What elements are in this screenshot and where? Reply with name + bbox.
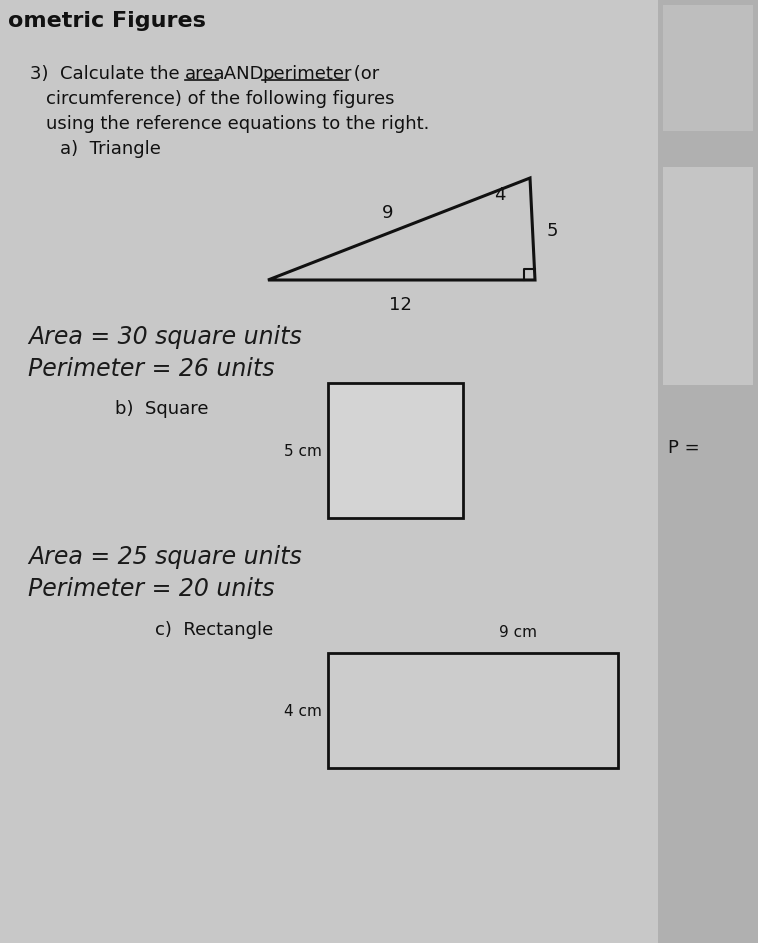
Bar — [658, 0, 758, 943]
Text: Perimeter = 20 units: Perimeter = 20 units — [28, 577, 274, 601]
Text: 5: 5 — [547, 222, 558, 240]
Text: Area = 30 square units: Area = 30 square units — [28, 325, 302, 349]
Bar — [663, 167, 753, 385]
Text: 4: 4 — [494, 186, 506, 204]
Text: 3)  Calculate the: 3) Calculate the — [30, 65, 186, 83]
Text: Area = 25 square units: Area = 25 square units — [28, 545, 302, 569]
Text: b)  Square: b) Square — [115, 400, 208, 418]
Text: a)  Triangle: a) Triangle — [60, 140, 161, 158]
Text: AND: AND — [218, 65, 269, 83]
Text: 5 cm: 5 cm — [284, 443, 322, 458]
Text: 12: 12 — [389, 296, 412, 314]
Text: P =: P = — [668, 439, 700, 457]
Text: c)  Rectangle: c) Rectangle — [155, 621, 273, 639]
Text: circumference) of the following figures: circumference) of the following figures — [46, 90, 394, 108]
Text: using the reference equations to the right.: using the reference equations to the rig… — [46, 115, 429, 133]
Text: 4 cm: 4 cm — [284, 703, 322, 719]
Bar — [328, 383, 463, 518]
Text: perimeter: perimeter — [262, 65, 352, 83]
Text: 9: 9 — [382, 204, 393, 222]
Text: (or: (or — [348, 65, 379, 83]
Bar — [663, 5, 753, 131]
Text: area: area — [185, 65, 225, 83]
Text: 9 cm: 9 cm — [499, 625, 537, 640]
Text: ometric Figures: ometric Figures — [8, 11, 206, 31]
Bar — [328, 653, 618, 768]
Text: Perimeter = 26 units: Perimeter = 26 units — [28, 357, 274, 381]
